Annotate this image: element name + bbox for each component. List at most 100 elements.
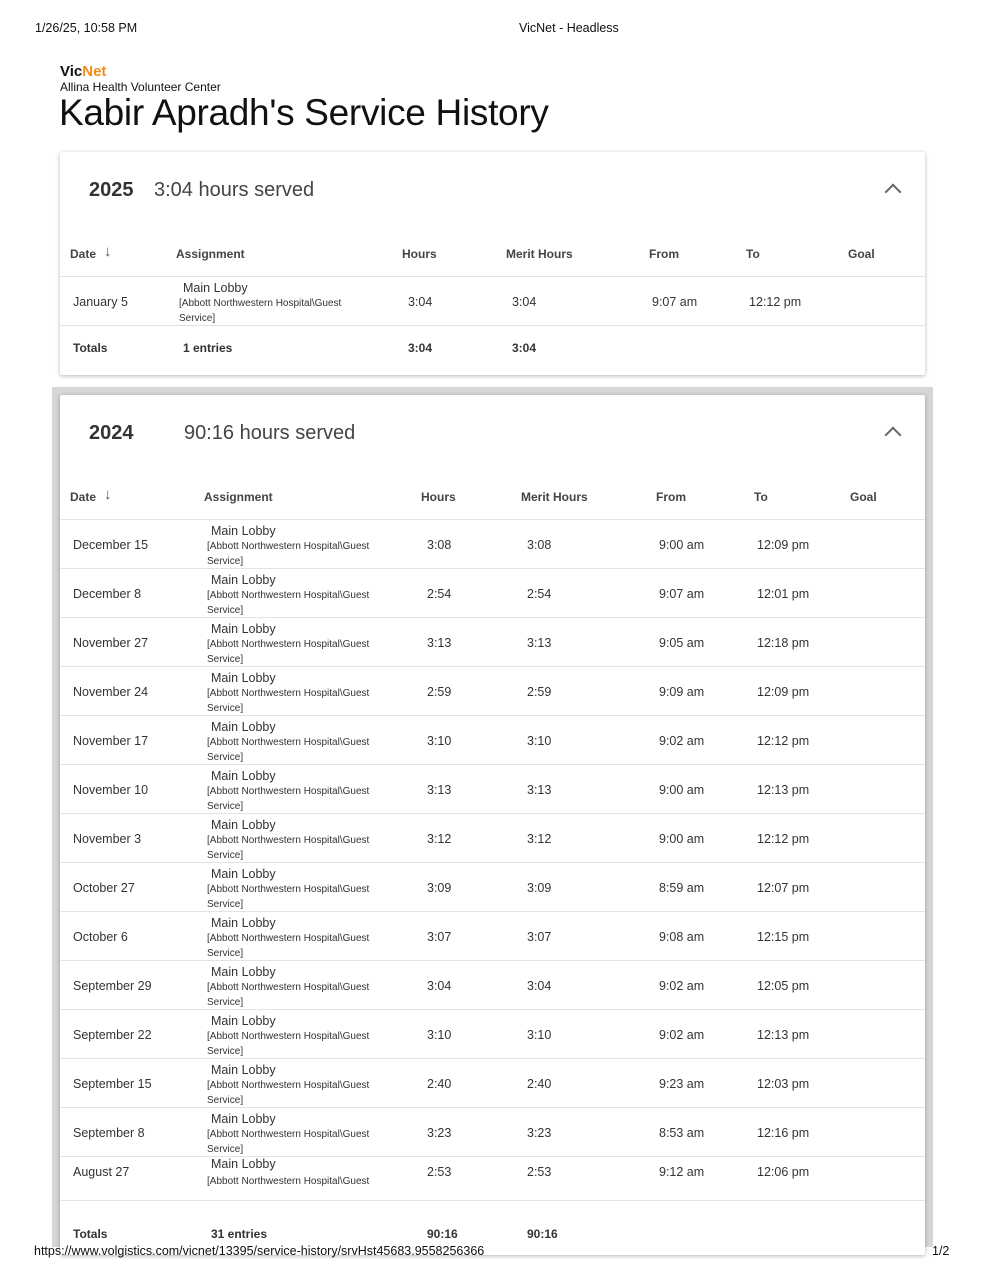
print-url: https://www.volgistics.com/vicnet/13395/… [34,1244,485,1258]
table-row[interactable]: September 15 Main Lobby [Abbott Northweste… [60,1059,925,1108]
totals-entries: 1 entries [183,341,233,355]
cell-date: September 29 [73,979,152,993]
logo-vic: Vic [60,63,83,80]
column-header-hours: Hours [402,247,437,261]
year-label: 2025 [89,179,134,201]
table-row[interactable]: December 15 Main Lobby [Abbott Northwester… [60,520,925,569]
cell-hours: 3:04 [408,295,433,309]
hours-served: 3:04 hours served [154,179,315,201]
table-row[interactable]: November 10 Main Lobby [Abbott Northwester… [60,765,925,814]
cell-merit: 3:13 [527,783,552,797]
cell-to: 12:12 pm [757,734,810,748]
table-row[interactable]: November 24 Main Lobby [Abbott Northwester… [60,667,925,716]
sort-down-arrow-icon[interactable]: ↓ [104,243,112,260]
table-row[interactable]: October 27 Main Lobby [Abbott Northwestern… [60,863,925,912]
cell-to: 12:13 pm [757,783,810,797]
cell-hours: 3:08 [427,538,452,552]
cell-hours: 3:09 [427,881,452,895]
cell-merit: 3:07 [527,930,552,944]
cell-to: 12:07 pm [757,881,810,895]
cell-assignment: Main Lobby [211,671,276,685]
cell-location: [Abbott Northwestern Hospital\Guest Serv… [207,639,370,665]
table-row[interactable]: October 6 Main Lobby [Abbott Northwestern … [60,912,925,961]
table-row[interactable]: September 29 Main Lobby [Abbott Northweste… [60,961,925,1010]
cell-from: 9:08 am [659,930,705,944]
cell-from: 8:53 am [659,1126,705,1140]
column-header-hours: Hours [421,490,456,504]
cell-to: 12:06 pm [757,1165,810,1179]
cell-location: [Abbott Northwestern Hospital\Guest Serv… [207,786,370,812]
cell-to: 12:18 pm [757,636,810,650]
year-header[interactable]: 2025 3:04 hours served [60,152,925,228]
collapse-chevron-icon[interactable] [884,426,902,444]
table-row[interactable]: September 8 Main Lobby [Abbott Northwester… [60,1108,925,1157]
cell-hours: 3:23 [427,1126,452,1140]
cell-hours: 2:53 [427,1165,452,1179]
cell-merit: 3:04 [512,295,537,309]
cell-merit: 3:04 [527,979,552,993]
cell-to: 12:03 pm [757,1077,810,1091]
column-header-date[interactable]: Date [70,247,97,261]
cell-location: [Abbott Northwestern Hospital\Guest Serv… [207,982,370,1008]
cell-location: [Abbott Northwestern Hospital\Guest Serv… [207,688,370,714]
cell-from: 9:00 am [659,538,705,552]
column-header-date[interactable]: Date [70,490,97,504]
cell-assignment: Main Lobby [211,622,276,636]
cell-assignment: Main Lobby [211,1157,276,1171]
collapse-chevron-icon[interactable] [884,183,902,201]
cell-date: September 22 [73,1028,152,1042]
totals-label: Totals [73,341,108,355]
cell-from: 9:05 am [659,636,705,650]
print-page-title: VicNet - Headless [519,21,619,35]
cell-location: [Abbott Northwestern Hospital\Guest Serv… [207,541,370,567]
cell-hours: 3:04 [427,979,452,993]
cell-merit: 3:13 [527,636,552,650]
column-header-assignment: Assignment [204,490,273,504]
totals-hours: 3:04 [408,341,433,355]
cell-hours: 3:10 [427,734,452,748]
cell-date: September 15 [73,1077,152,1091]
cell-assignment: Main Lobby [211,818,276,832]
year-header[interactable]: 2024 90:16 hours served [60,395,925,471]
table-row[interactable]: November 27 Main Lobby [Abbott Northwester… [60,618,925,667]
table-row[interactable]: November 17 Main Lobby [Abbott Northwester… [60,716,925,765]
print-page-number: 1/2 [932,1244,950,1258]
cell-date: October 27 [73,881,135,895]
cell-assignment: Main Lobby [211,524,276,538]
cell-assignment: Main Lobby [211,916,276,930]
cell-date: September 8 [73,1126,145,1140]
column-header-goal: Goal [848,247,875,261]
cell-location: [Abbott Northwestern Hospital\Guest Serv… [207,1080,370,1106]
cell-date: November 17 [73,734,149,748]
logo-net: Net [82,63,107,80]
table-row[interactable]: September 22 Main Lobby [Abbott Northweste… [60,1010,925,1059]
cell-merit: 3:09 [527,881,552,895]
column-header-to: To [754,490,768,504]
cell-from: 9:07 am [659,587,705,601]
cell-assignment: Main Lobby [211,720,276,734]
cell-from: 9:23 am [659,1077,705,1091]
table-header: Date Assignment Hours Merit Hours From To Goal… [60,228,925,277]
cell-merit: 3:12 [527,832,552,846]
page-title: Kabir Apradh's Service History [59,92,549,133]
cell-assignment: Main Lobby [211,1112,276,1126]
sort-down-arrow-icon[interactable]: ↓ [104,486,112,503]
cell-assignment: Main Lobby [211,769,276,783]
cell-merit: 2:59 [527,685,552,699]
table-row[interactable]: August 27 Main Lobby [Abbott Northwestern … [60,1157,925,1201]
cell-merit: 3:10 [527,734,552,748]
cell-merit: 3:10 [527,1028,552,1042]
cell-hours: 2:54 [427,587,452,601]
cell-assignment: Main Lobby [211,1063,276,1077]
table-row[interactable]: December 8 Main Lobby [Abbott Northwestern… [60,569,925,618]
table-row[interactable]: November 3 Main Lobby [Abbott Northwestern… [60,814,925,863]
totals-row: Totals 1 entries 3:04 3:04 [60,326,925,375]
cell-location: [Abbott Northwestern Hospital\Guest Serv… [179,298,342,324]
year-label: 2024 [89,422,134,444]
totals-entries: 31 entries [211,1227,268,1241]
column-header-assignment: Assignment [176,247,245,261]
cell-from: 9:02 am [659,979,705,993]
table-row[interactable]: January 5 Main Lobby [Abbott Northwestern … [60,277,925,326]
cell-to: 12:09 pm [757,685,810,699]
cell-from: 9:07 am [652,295,698,309]
